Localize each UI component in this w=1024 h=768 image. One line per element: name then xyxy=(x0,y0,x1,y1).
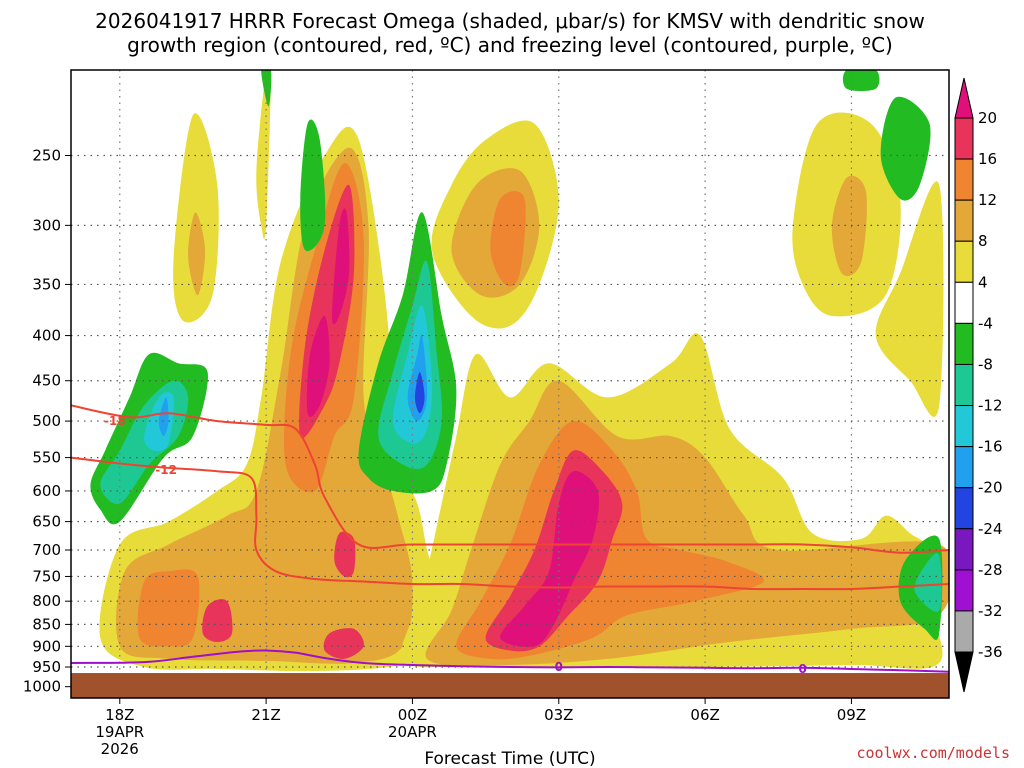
contour-line-dgz-minus18 xyxy=(71,404,949,554)
y-tick-label-750: 750 xyxy=(32,567,61,585)
omega-area-big-right-20 xyxy=(500,471,600,647)
omega-area-main-left-12 xyxy=(137,569,200,647)
colorbar-bin-7 xyxy=(954,405,974,448)
omega-area-top-left-positive xyxy=(256,70,271,240)
x-tick-label-21Z: 21Z xyxy=(251,706,280,724)
pressure-axis: 250 300 350 400 450 500 550 600 650 700 750 800 850 9… xyxy=(23,146,71,696)
plot-area: -18 -12 0 0 xyxy=(71,70,949,698)
colorbar-bin-3 xyxy=(954,240,974,283)
contour-label-dgz-minus18: -18 xyxy=(104,414,126,428)
ground-below-surface xyxy=(71,673,949,698)
omega-area-top-positive-right-12 xyxy=(490,190,526,287)
temperature-contours: -18 -12 0 0 xyxy=(71,404,949,676)
x-tick-sublabel-20APR: 20APR xyxy=(388,723,437,741)
x-tick-sublabel-19APR: 19APR xyxy=(95,723,144,741)
colorbar-bin-5 xyxy=(954,322,974,365)
colorbar-tick-1: 16 xyxy=(978,150,997,168)
chart-title-line1: 2026041917 HRRR Forecast Omega (shaded, … xyxy=(95,9,925,33)
colorbar-bin-0 xyxy=(954,117,974,160)
colorbar-under-triangle xyxy=(954,651,974,693)
x-tick-label-18Z: 18Z xyxy=(105,706,134,724)
colorbar-tick-11: -28 xyxy=(978,561,1003,579)
colorbar-tick-9: -20 xyxy=(978,479,1003,497)
y-tick-label-350: 350 xyxy=(32,275,61,293)
x-tick-label-09Z: 09Z xyxy=(837,706,866,724)
omega-area-mid-col-20 xyxy=(306,315,330,417)
omega-shading xyxy=(90,70,949,672)
plot-frame xyxy=(70,69,950,699)
y-tick-label-500: 500 xyxy=(32,412,61,430)
y-tick-label-550: 550 xyxy=(32,449,61,467)
colorbar-tick-3: 8 xyxy=(978,232,988,250)
colorbar-tick-13: -36 xyxy=(978,643,1003,661)
colorbar-tick-4: 4 xyxy=(978,273,988,291)
colorbar-tick-7: -12 xyxy=(978,397,1003,415)
colorbar-tick-0: 20 xyxy=(978,109,997,127)
contour-line-freezing-0 xyxy=(71,649,949,673)
colorbar-bin-9 xyxy=(954,487,974,530)
colorbar-bin-8 xyxy=(954,446,974,489)
credit-text: coolwx.com/models xyxy=(856,744,1010,762)
x-tick-label-03Z: 03Z xyxy=(544,706,573,724)
y-tick-label-250: 250 xyxy=(32,146,61,164)
x-axis-label: Forecast Time (UTC) xyxy=(424,749,595,768)
gridlines xyxy=(71,70,949,698)
colorbar-bin-1 xyxy=(954,158,974,201)
x-tick-label-06Z: 06Z xyxy=(690,706,719,724)
colorbar-tick-10: -24 xyxy=(978,520,1003,538)
y-tick-label-300: 300 xyxy=(32,216,61,234)
y-tick-label-700: 700 xyxy=(32,541,61,559)
omega-area-low-mid-16 xyxy=(323,628,364,659)
omega-area-low-left-16 xyxy=(202,599,233,642)
omega-area-far-right-upper-8 xyxy=(831,175,867,277)
y-tick-label-850: 850 xyxy=(32,615,61,633)
chart-title-line2: growth region (contoured, red, ºC) and f… xyxy=(127,33,893,57)
colorbar-over-triangle xyxy=(954,77,974,119)
omega-area-far-right-negative-top xyxy=(842,70,880,92)
omega-area-far-right-negative-low-8 xyxy=(914,553,942,612)
y-tick-label-950: 950 xyxy=(32,658,61,676)
y-tick-label-800: 800 xyxy=(32,592,61,610)
colorbar-bin-12 xyxy=(954,610,974,653)
colorbar-bin-6 xyxy=(954,363,974,407)
contour-label-dgz-minus12: -12 xyxy=(155,463,177,477)
colorbar-tick-12: -32 xyxy=(978,602,1003,620)
y-tick-label-600: 600 xyxy=(32,482,61,500)
colorbar-tick-5: -4 xyxy=(978,314,993,332)
x-tick-sublabel-2026: 2026 xyxy=(101,740,139,758)
y-tick-label-900: 900 xyxy=(32,637,61,655)
contour-line-dgz-minus12 xyxy=(71,456,949,591)
omega-area-far-right-negative-upper xyxy=(880,96,931,201)
omega-area-upper-left-positive-core xyxy=(188,212,206,296)
omega-area-low-mid-16b xyxy=(334,531,356,578)
colorbar-bin-11 xyxy=(954,569,974,612)
y-tick-label-450: 450 xyxy=(32,372,61,390)
omega-area-mid-negative-20 xyxy=(414,372,425,414)
omega-area-far-right-edge-positive xyxy=(875,181,944,417)
contour-label-freezing-0-b: 0 xyxy=(798,662,806,676)
colorbar-bin-4 xyxy=(954,281,974,324)
y-tick-label-400: 400 xyxy=(32,327,61,345)
omega-area-mid-col-20-upper xyxy=(332,208,350,325)
x-tick-label-00Z: 00Z xyxy=(398,706,427,724)
y-tick-label-650: 650 xyxy=(32,513,61,531)
colorbar-tick-2: 12 xyxy=(978,191,997,209)
y-tick-label-1000: 1000 xyxy=(23,678,61,696)
contour-label-freezing-0: 0 xyxy=(555,660,563,674)
omega-colorbar: 20 16 12 8 4 -4 -8 -12 -16 -20 -24 -28 -32 -36 xyxy=(954,77,1003,693)
omega-area-upper-negative-small xyxy=(300,119,326,252)
omega-area-upper-left-negative-16 xyxy=(158,397,169,437)
colorbar-tick-8: -16 xyxy=(978,438,1003,456)
omega-area-top-left-negative-sliver xyxy=(261,70,272,107)
colorbar-tick-6: -8 xyxy=(978,355,993,373)
colorbar-bin-2 xyxy=(954,199,974,242)
colorbar-bin-10 xyxy=(954,528,974,571)
